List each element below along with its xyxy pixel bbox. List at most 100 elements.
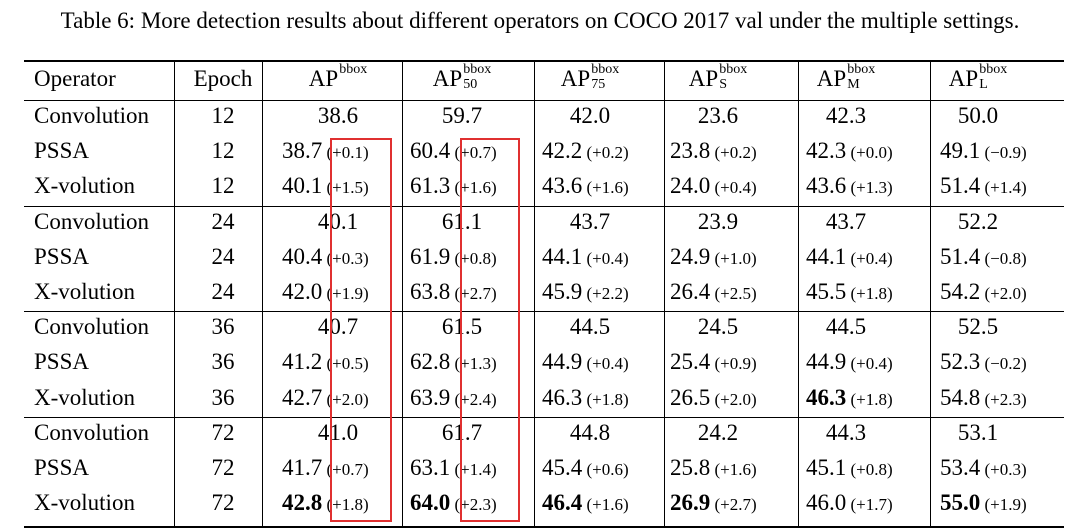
table-cell: 26.9 (+2.7) xyxy=(670,488,757,520)
table-cell: 23.9 xyxy=(698,207,738,237)
cell-delta: (+2.7) xyxy=(710,495,757,515)
row-epoch: 24 xyxy=(211,243,235,269)
row-operator: X-volution xyxy=(34,384,135,410)
cell-delta: (+1.3) xyxy=(846,178,893,198)
cell-value: 54.2 xyxy=(940,279,981,304)
cell-value: 64.0 xyxy=(410,490,451,516)
table-cell: 24.0 (+0.4) xyxy=(670,171,757,203)
cell-delta: (+1.8) xyxy=(322,495,369,515)
header-aps-sup: bbox xyxy=(719,62,748,77)
table-cell: 44.9 (+0.4) xyxy=(542,347,629,379)
cell-value: 23.6 xyxy=(697,103,739,128)
column-divider xyxy=(798,60,800,527)
header-ap50-sub: 50 xyxy=(463,77,478,92)
cell-value: 45.9 xyxy=(542,279,583,304)
table-cell: 42.3 (+0.0) xyxy=(806,136,893,168)
table-cell: 52.2 xyxy=(958,207,998,237)
cell-value: 50.0 xyxy=(957,103,999,128)
table-cell: 63.9 (+2.4) xyxy=(410,383,497,415)
table-cell: 44.5 xyxy=(826,312,866,342)
cell-value: 63.1 xyxy=(410,455,451,480)
cell-value: 42.2 xyxy=(542,138,583,164)
cell-delta: (+1.7) xyxy=(846,495,893,515)
header-ap75-sup: bbox xyxy=(591,62,620,77)
row-operator: PSSA xyxy=(34,138,89,164)
header-apl: AP bbox L xyxy=(948,63,1007,94)
cell-delta: (+2.7) xyxy=(450,284,497,303)
cell-value: 40.7 xyxy=(317,314,359,340)
cell-delta: (+2.4) xyxy=(450,389,497,409)
table-cell: 61.9 (+0.8) xyxy=(410,242,497,274)
cell-value: 40.1 xyxy=(282,173,323,199)
column-divider xyxy=(534,60,536,527)
header-operator: Operator xyxy=(34,66,116,91)
cell-value: 53.1 xyxy=(957,419,999,445)
table-cell: 59.7 xyxy=(442,101,482,131)
cell-value: 61.7 xyxy=(441,419,483,445)
cell-value: 51.4 xyxy=(940,173,981,199)
table-cell: 24.9 (+1.0) xyxy=(670,242,757,274)
table-cell: 46.3 (+1.8) xyxy=(542,383,629,415)
table-cell: 54.2 (+2.0) xyxy=(940,277,1027,309)
cell-value: 41.0 xyxy=(317,419,359,445)
cell-value: 25.4 xyxy=(670,349,711,375)
header-ap75-sub: 75 xyxy=(591,77,606,92)
cell-delta: (+0.8) xyxy=(846,460,893,479)
cell-delta: (+0.9) xyxy=(710,354,757,374)
table-cell: 40.1 xyxy=(318,207,358,237)
cell-value: 42.8 xyxy=(282,490,323,516)
cell-delta: (−0.9) xyxy=(980,143,1027,163)
cell-delta: (+2.5) xyxy=(710,284,757,303)
row-operator: X-volution xyxy=(34,173,135,199)
cell-value: 42.3 xyxy=(825,103,867,128)
cell-value: 44.1 xyxy=(542,243,583,269)
cell-delta: (+0.7) xyxy=(450,143,497,163)
cell-delta: (+1.8) xyxy=(846,284,893,303)
cell-value: 52.2 xyxy=(957,208,999,234)
cell-value: 54.8 xyxy=(940,384,981,410)
header-rule xyxy=(24,100,1064,102)
table-cell: 44.3 xyxy=(826,418,866,448)
table-cell: 25.4 (+0.9) xyxy=(670,347,757,379)
table-cell: 45.5 (+1.8) xyxy=(806,277,893,309)
cell-value: 44.8 xyxy=(569,419,611,445)
table-cell: 49.1 (−0.9) xyxy=(940,136,1027,168)
header-apl-sub: L xyxy=(979,77,988,92)
table-cell: 26.4 (+2.5) xyxy=(670,277,757,309)
table-cell: 61.3 (+1.6) xyxy=(410,171,497,203)
cell-value: 63.8 xyxy=(410,279,451,304)
cell-value: 38.6 xyxy=(317,103,359,128)
cell-value: 59.7 xyxy=(441,103,483,128)
cell-value: 24.2 xyxy=(697,419,739,445)
cell-delta: (+1.6) xyxy=(582,495,629,515)
table-cell: 61.5 xyxy=(442,312,482,342)
cell-value: 26.9 xyxy=(670,490,711,516)
cell-value: 43.7 xyxy=(825,208,867,234)
cell-value: 41.2 xyxy=(282,349,323,375)
cell-value: 44.9 xyxy=(806,349,847,375)
row-epoch: 72 xyxy=(211,490,235,516)
cell-value: 43.6 xyxy=(806,173,847,199)
cell-value: 46.0 xyxy=(806,490,847,516)
header-epoch: Epoch xyxy=(193,66,253,91)
table-cell: 42.2 (+0.2) xyxy=(542,136,629,168)
table-cell: 23.6 xyxy=(698,101,738,131)
header-ap75: AP bbox 75 xyxy=(561,62,620,94)
header-apm: AP bbox M xyxy=(817,63,875,94)
cell-value: 44.5 xyxy=(569,314,611,340)
cell-value: 24.9 xyxy=(670,243,711,269)
cell-value: 60.4 xyxy=(410,138,451,164)
header-apl-base: AP xyxy=(948,66,979,91)
cell-value: 61.3 xyxy=(410,173,451,199)
table-cell: 51.4 (+1.4) xyxy=(940,171,1027,203)
header-aps-base: AP xyxy=(688,66,719,91)
cell-value: 43.7 xyxy=(569,208,611,234)
cell-value: 61.5 xyxy=(441,314,483,340)
highlight-box xyxy=(460,138,520,523)
row-epoch: 72 xyxy=(211,419,235,445)
cell-value: 23.8 xyxy=(670,138,711,164)
cell-value: 23.9 xyxy=(697,208,739,234)
row-epoch: 24 xyxy=(211,208,235,234)
cell-delta: (+0.0) xyxy=(846,143,893,163)
table-cell: 26.5 (+2.0) xyxy=(670,383,757,415)
